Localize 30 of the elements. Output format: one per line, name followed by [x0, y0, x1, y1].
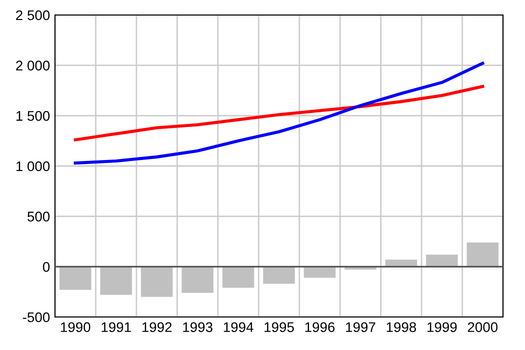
line-series	[74, 62, 484, 165]
bar	[304, 266, 336, 278]
x-tick-label: 1995	[264, 322, 294, 332]
bar	[466, 242, 499, 267]
x-tick-label: 2000	[468, 322, 498, 332]
bar	[59, 266, 92, 290]
x-tick-label: 1996	[305, 322, 335, 332]
y-tick-label: -500	[22, 312, 50, 322]
bar	[222, 266, 254, 288]
x-tick-label: 1990	[60, 322, 90, 332]
bar	[182, 266, 214, 293]
bar	[140, 266, 173, 297]
x-tick-label: 1993	[183, 322, 212, 332]
x-tick-label: 1999	[428, 322, 457, 332]
y-tick-label: 500	[28, 212, 50, 222]
y-tick-label: 2 500	[16, 10, 50, 20]
bar	[385, 260, 418, 267]
line-series	[74, 84, 484, 142]
y-tick-label: 2 000	[16, 60, 50, 71]
x-tick-label: 1991	[102, 322, 131, 332]
y-tick-label: 1 000	[16, 161, 50, 172]
y-tick-label: 1 500	[16, 111, 50, 121]
bar	[100, 266, 132, 295]
y-tick-label: 0	[42, 262, 50, 272]
bar	[263, 266, 295, 284]
x-tick-label: 1997	[346, 322, 376, 332]
x-tick-label: 1992	[142, 322, 172, 332]
x-tick-label: 1998	[386, 322, 416, 332]
bar	[426, 254, 458, 267]
x-tick-label: 1994	[224, 322, 254, 332]
